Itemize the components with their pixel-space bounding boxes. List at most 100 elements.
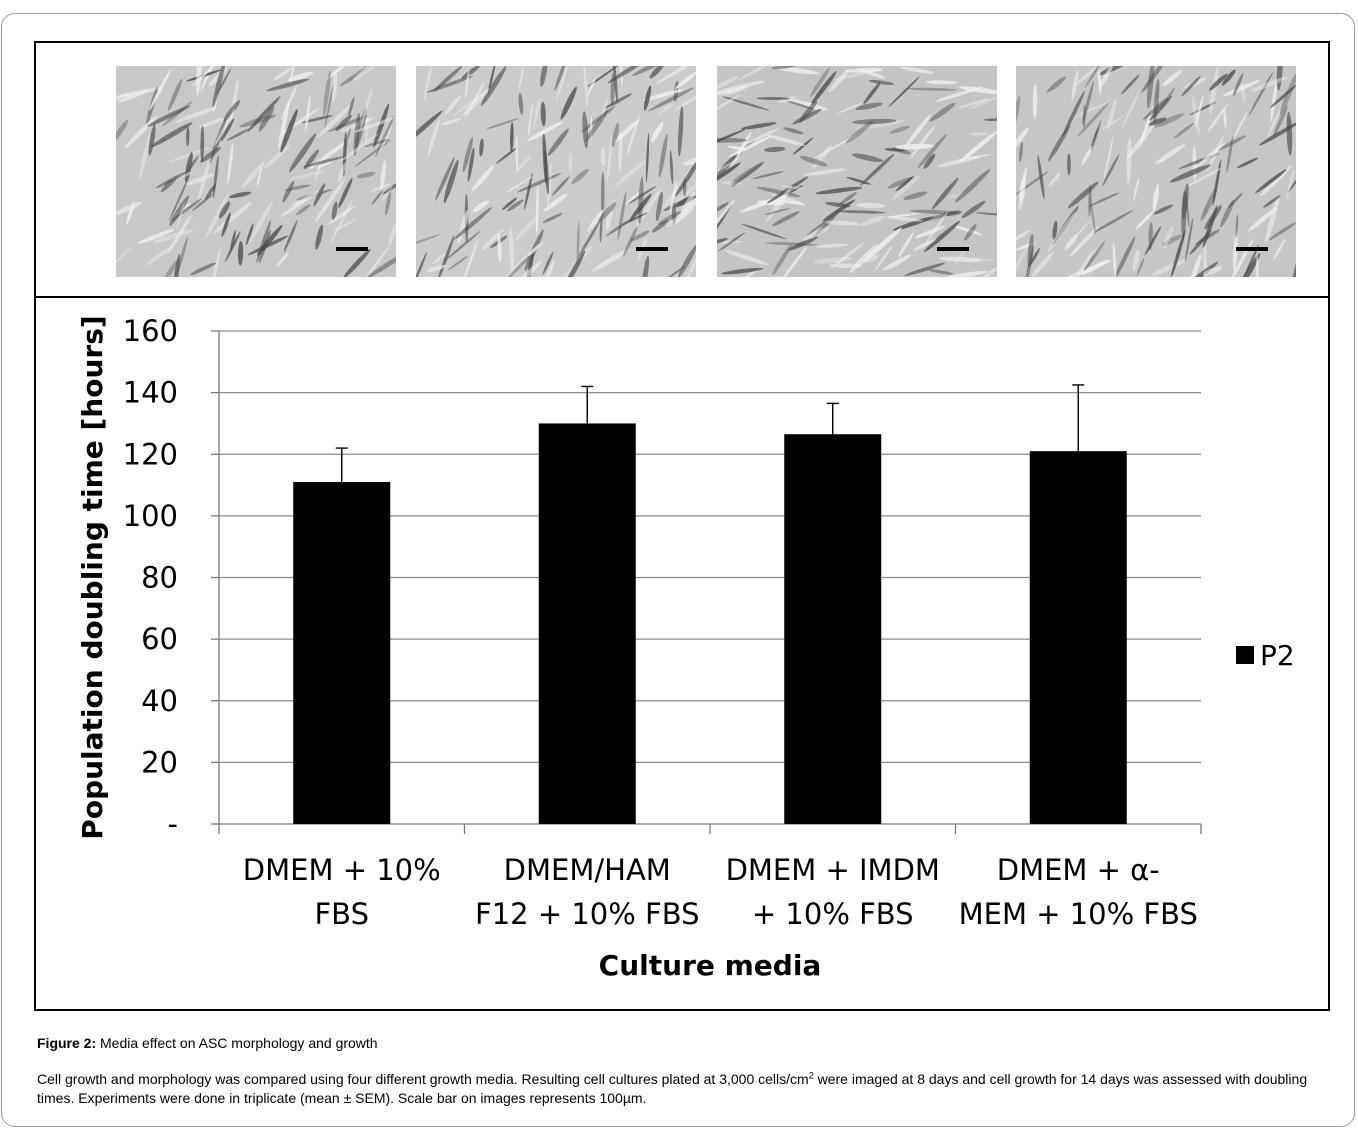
cell-shape xyxy=(836,210,886,214)
cell-shape xyxy=(1032,84,1038,120)
cell-shape xyxy=(197,155,212,201)
cell-shape xyxy=(360,87,373,128)
cell-shape xyxy=(815,243,849,248)
y-tick-label: - xyxy=(168,807,178,841)
cell-shape xyxy=(514,217,537,241)
cell-shape xyxy=(279,197,310,218)
cell-shape xyxy=(1220,199,1235,228)
cell-shape xyxy=(926,80,958,85)
cell-shape xyxy=(1023,246,1034,277)
figure-frame xyxy=(1,13,1355,1127)
cell-shape xyxy=(629,193,652,222)
cell-shape xyxy=(767,134,806,147)
y-axis-title: Population doubling time [hours] xyxy=(76,315,109,839)
cell-shape xyxy=(802,226,830,241)
cell-shape xyxy=(846,177,872,185)
cell-shape xyxy=(914,225,946,239)
cell-shape xyxy=(544,149,549,195)
cell-shape xyxy=(1144,226,1162,256)
cell-shape xyxy=(266,78,310,92)
cell-shape xyxy=(655,191,663,222)
cell-shape xyxy=(375,115,395,158)
cell-shape xyxy=(191,66,219,87)
cell-shape xyxy=(524,173,533,210)
cell-shape xyxy=(1204,205,1222,230)
cell-shape xyxy=(1121,74,1140,95)
cell-shape xyxy=(1202,266,1223,276)
cell-shape xyxy=(481,66,507,106)
cell-shape xyxy=(623,226,638,257)
cell-shape xyxy=(167,78,183,111)
cell-shape xyxy=(569,152,572,174)
cell-shape xyxy=(717,162,741,185)
cell-shape xyxy=(486,118,520,130)
cell-shape xyxy=(116,119,129,147)
cell-shape xyxy=(1273,105,1288,136)
cell-shape xyxy=(443,159,459,204)
cell-shape xyxy=(282,180,295,203)
cell-shape xyxy=(465,81,485,118)
cell-shape xyxy=(1016,235,1034,275)
cell-shape xyxy=(931,177,959,210)
cell-shape xyxy=(1287,172,1296,194)
cell-shape xyxy=(540,66,548,87)
cell-shape xyxy=(440,118,462,126)
cell-shape xyxy=(169,195,190,227)
cell-shape xyxy=(314,180,345,223)
cell-shape xyxy=(658,133,668,178)
legend-swatch xyxy=(1236,646,1254,664)
bar xyxy=(1029,451,1127,824)
cell-shape xyxy=(467,147,475,182)
cell-shape xyxy=(1154,113,1184,128)
cell-shape xyxy=(1195,142,1226,168)
cell-shape xyxy=(744,128,779,145)
cell-shape xyxy=(1150,259,1187,277)
cell-shape xyxy=(278,99,290,150)
cell-shape xyxy=(1286,168,1295,201)
cell-shape xyxy=(495,147,518,164)
cell-shape xyxy=(636,188,662,226)
cell-shape xyxy=(642,89,683,101)
cell-shape xyxy=(664,181,696,212)
cell-shape xyxy=(780,245,808,277)
cell-shape xyxy=(239,114,276,128)
cell-shape xyxy=(353,117,395,133)
cell-shape xyxy=(324,84,334,129)
cell-shape xyxy=(230,230,236,250)
y-tick-label: 140 xyxy=(123,376,178,410)
cell-shape xyxy=(526,121,563,142)
cell-shape xyxy=(247,235,289,256)
cell-shape xyxy=(542,213,563,223)
cell-shape xyxy=(612,66,618,104)
cell-shape xyxy=(444,230,481,261)
cell-shape xyxy=(674,92,696,111)
cell-shape xyxy=(245,223,254,246)
cell-shape xyxy=(1062,90,1085,138)
cell-shape xyxy=(542,251,554,275)
cell-shape xyxy=(1016,95,1021,131)
cell-shape xyxy=(815,186,863,195)
cell-shape xyxy=(576,220,580,267)
cell-shape xyxy=(273,67,293,81)
cell-shape xyxy=(600,98,608,120)
cell-shape xyxy=(722,96,770,111)
cell-shape xyxy=(1107,98,1117,130)
cell-shape xyxy=(1154,144,1186,165)
cell-shape xyxy=(218,201,231,219)
x-tick-label: DMEM + IMDM xyxy=(726,853,940,887)
cell-shape xyxy=(1240,81,1245,104)
cell-shape xyxy=(502,254,532,277)
cell-shape xyxy=(607,66,652,84)
y-tick-label: 100 xyxy=(123,499,178,533)
cell-shape xyxy=(621,212,648,226)
cell-shape xyxy=(289,66,298,83)
cell-shape xyxy=(1270,84,1296,108)
cell-shape xyxy=(1132,177,1140,202)
cell-shape xyxy=(626,115,640,157)
cell-shape xyxy=(1279,71,1296,116)
cell-shape xyxy=(508,228,515,272)
cell-shape xyxy=(416,234,440,248)
cell-shape xyxy=(437,235,455,277)
cell-shape xyxy=(167,214,192,255)
scale-bar xyxy=(937,247,969,251)
